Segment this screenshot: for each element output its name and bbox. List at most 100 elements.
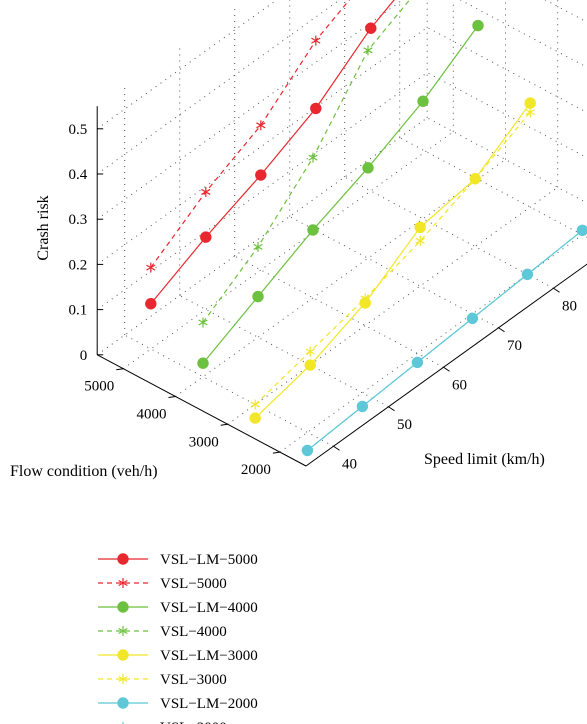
speed-tick-mark <box>333 445 340 451</box>
speed-tick-mark <box>388 406 395 412</box>
legend-label: VSL−3000 <box>160 672 227 688</box>
flow-tick-mark <box>116 368 124 371</box>
risk-tick-label: 0.4 <box>68 167 87 183</box>
data-point <box>311 35 321 46</box>
grid-line <box>459 0 587 68</box>
grid-line <box>96 117 428 356</box>
grid-line <box>234 255 444 368</box>
speed-tick-label: 50 <box>397 417 412 433</box>
legend-swatch-marker <box>117 697 129 709</box>
data-point <box>308 152 318 163</box>
risk-tick-label: 0.3 <box>68 212 87 228</box>
flow-tick-label: 5000 <box>84 379 114 395</box>
data-point <box>417 95 429 107</box>
data-point <box>470 173 480 184</box>
legend-swatch-marker <box>117 601 129 613</box>
data-point <box>253 241 263 252</box>
risk-tick-label: 0 <box>80 348 88 364</box>
data-point <box>302 445 313 456</box>
series-line <box>202 25 479 364</box>
data-point <box>145 298 157 310</box>
legend-label: VSL−LM−4000 <box>160 600 258 616</box>
speed-tick-mark <box>553 287 560 293</box>
data-point <box>249 412 261 424</box>
x-axis-label: Speed limit (km/h) <box>424 451 545 468</box>
data-point <box>250 399 260 410</box>
legend-entry: VSL−LM−2000 <box>98 696 258 712</box>
legend-entry: VSL−LM−3000 <box>98 648 258 664</box>
grid-line <box>96 72 428 311</box>
data-point <box>357 401 368 412</box>
legend-entry: VSL−LM−4000 <box>98 600 258 616</box>
data-point <box>522 269 533 280</box>
risk-tick-label: 0.5 <box>68 122 87 138</box>
series-1 <box>146 0 351 273</box>
series-7 <box>302 225 587 456</box>
grid-line <box>344 176 554 289</box>
grid-line <box>427 0 587 3</box>
grid-line <box>227 186 558 425</box>
legend-label: VSL−LM−2000 <box>160 696 258 712</box>
tick-labels: 405060708090200030004000500000.10.20.30.… <box>68 122 577 478</box>
grid-line <box>96 0 404 220</box>
speed-tick-label: 40 <box>342 456 357 472</box>
data-point <box>304 359 316 371</box>
legend-swatch-marker <box>117 649 129 661</box>
data-point <box>415 235 425 246</box>
risk-tick-label: 0.2 <box>68 257 87 273</box>
series-3 <box>198 0 411 328</box>
legend-entry: VSL−4000 <box>98 624 227 640</box>
series-line <box>307 229 583 451</box>
series-4 <box>249 97 536 424</box>
axes <box>96 106 587 467</box>
legend-entry: VSL−5000 <box>98 576 227 592</box>
legend-label: VSL−LM−3000 <box>160 648 258 664</box>
data-point <box>360 293 370 304</box>
y-axis-label: Flow condition (veh/h) <box>10 463 158 480</box>
data-point <box>525 107 535 118</box>
flow-tick-mark <box>272 451 280 454</box>
series-layer <box>145 0 587 457</box>
data-point <box>200 231 212 243</box>
data-point <box>310 102 322 115</box>
data-point <box>577 225 587 236</box>
risk-tick-label: 0.1 <box>68 303 87 319</box>
legend-label: VSL−5000 <box>160 576 227 592</box>
legend-entry: VSL−3000 <box>98 672 227 688</box>
data-point <box>412 357 423 368</box>
legend-label: VSL−4000 <box>160 624 227 640</box>
data-point <box>305 346 315 357</box>
flow-tick-mark <box>220 423 228 426</box>
speed-axis-line <box>305 263 587 467</box>
data-point <box>252 290 264 303</box>
legend-entry: VSL−LM−5000 <box>98 552 258 568</box>
speed-tick-mark <box>498 327 505 333</box>
z-axis-label: Crash risk <box>35 195 52 260</box>
legend-swatch-marker <box>118 674 128 684</box>
legend-swatch-marker <box>118 578 128 588</box>
speed-tick-label: 60 <box>452 377 467 393</box>
series-line <box>150 0 351 268</box>
legend-swatch-marker <box>118 626 128 636</box>
data-point <box>365 22 377 34</box>
series-line <box>254 102 531 419</box>
flow-tick-label: 3000 <box>189 434 219 450</box>
legend-label: VSL−LM−5000 <box>160 552 258 568</box>
grid-line <box>426 26 587 114</box>
data-point <box>414 221 426 233</box>
series-line <box>254 111 531 406</box>
flow-axis-line <box>96 354 307 467</box>
series-5 <box>250 107 535 410</box>
data-point <box>201 186 211 197</box>
series-2 <box>197 19 484 369</box>
data-point <box>198 317 208 328</box>
data-point <box>362 162 374 174</box>
grid-line <box>96 26 428 265</box>
legend-swatch-marker <box>117 553 129 565</box>
grid-lines <box>96 0 587 453</box>
data-point <box>255 169 267 181</box>
grid-line <box>279 230 587 453</box>
grid-line <box>96 0 341 175</box>
data-point <box>467 313 478 324</box>
